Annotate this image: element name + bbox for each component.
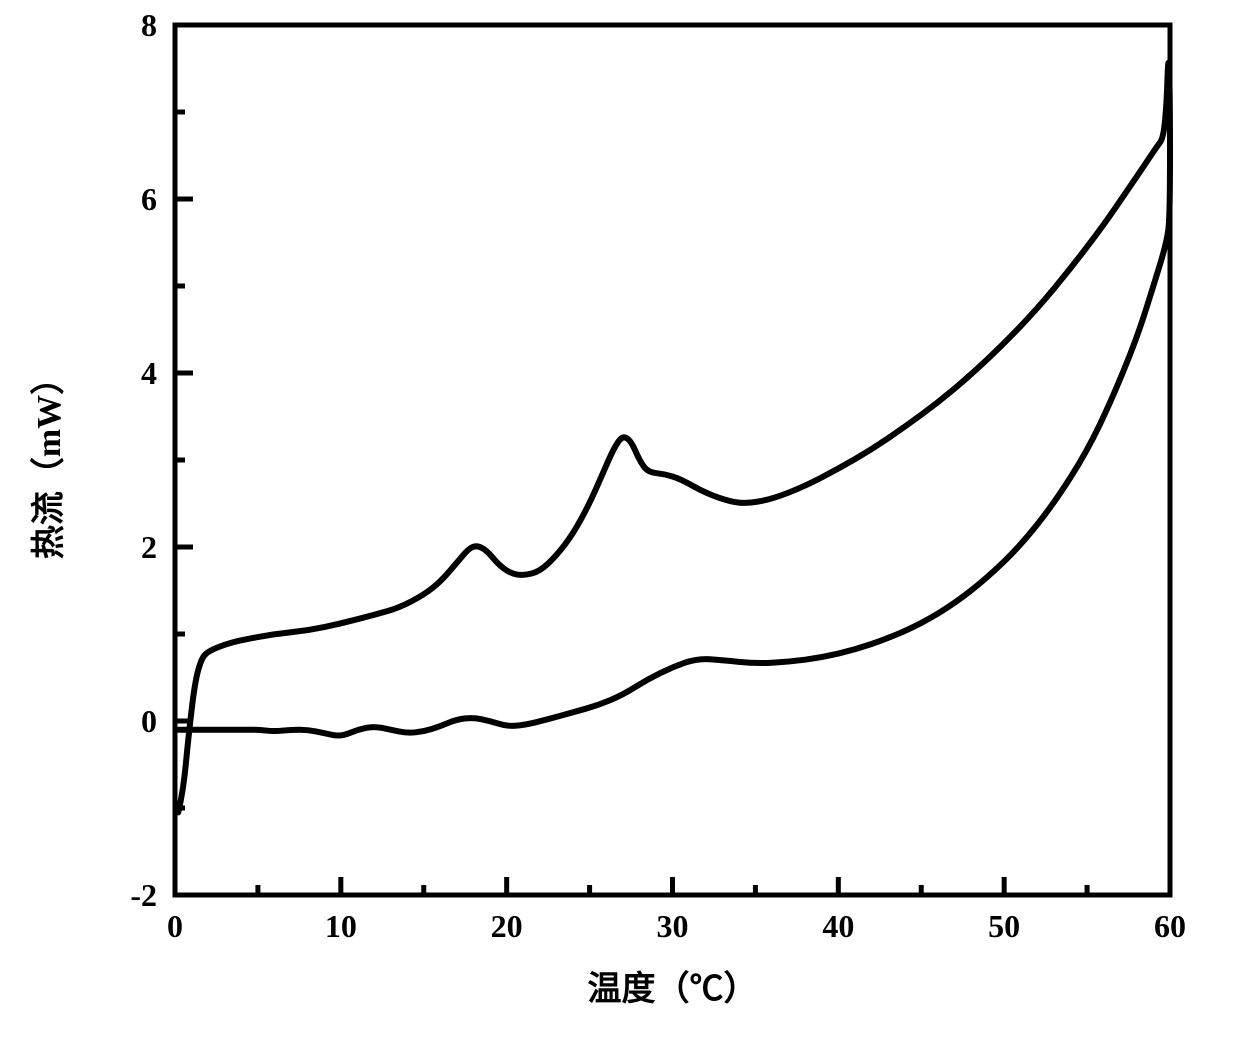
y-axis-label: 热流（mW） [29, 361, 68, 559]
dsc-chart: 0 10 20 30 40 50 60 -2 0 2 4 6 8 温度（℃） 热流（mW） [0, 0, 1240, 1037]
x-tick-label: 40 [822, 908, 854, 944]
y-tick-label: 2 [141, 529, 157, 565]
x-tick-label: 50 [988, 908, 1020, 944]
x-tick-label: 0 [167, 908, 183, 944]
y-tick-label: 8 [141, 7, 157, 43]
plot-frame [175, 25, 1170, 895]
heat-flow-curve [178, 63, 1170, 812]
chart-svg: 0 10 20 30 40 50 60 -2 0 2 4 6 8 温度（℃） 热流（mW） [0, 0, 1240, 1037]
x-tick-label: 10 [325, 908, 357, 944]
y-tick-label: 6 [141, 181, 157, 217]
y-tick-label: 4 [141, 355, 157, 391]
x-axis-label: 温度（℃） [588, 969, 758, 1008]
x-tick-label: 20 [491, 908, 523, 944]
y-tick-label: 0 [141, 703, 157, 739]
x-tick-label: 30 [657, 908, 689, 944]
x-tick-label: 60 [1154, 908, 1186, 944]
y-tick-label: -2 [130, 877, 157, 913]
